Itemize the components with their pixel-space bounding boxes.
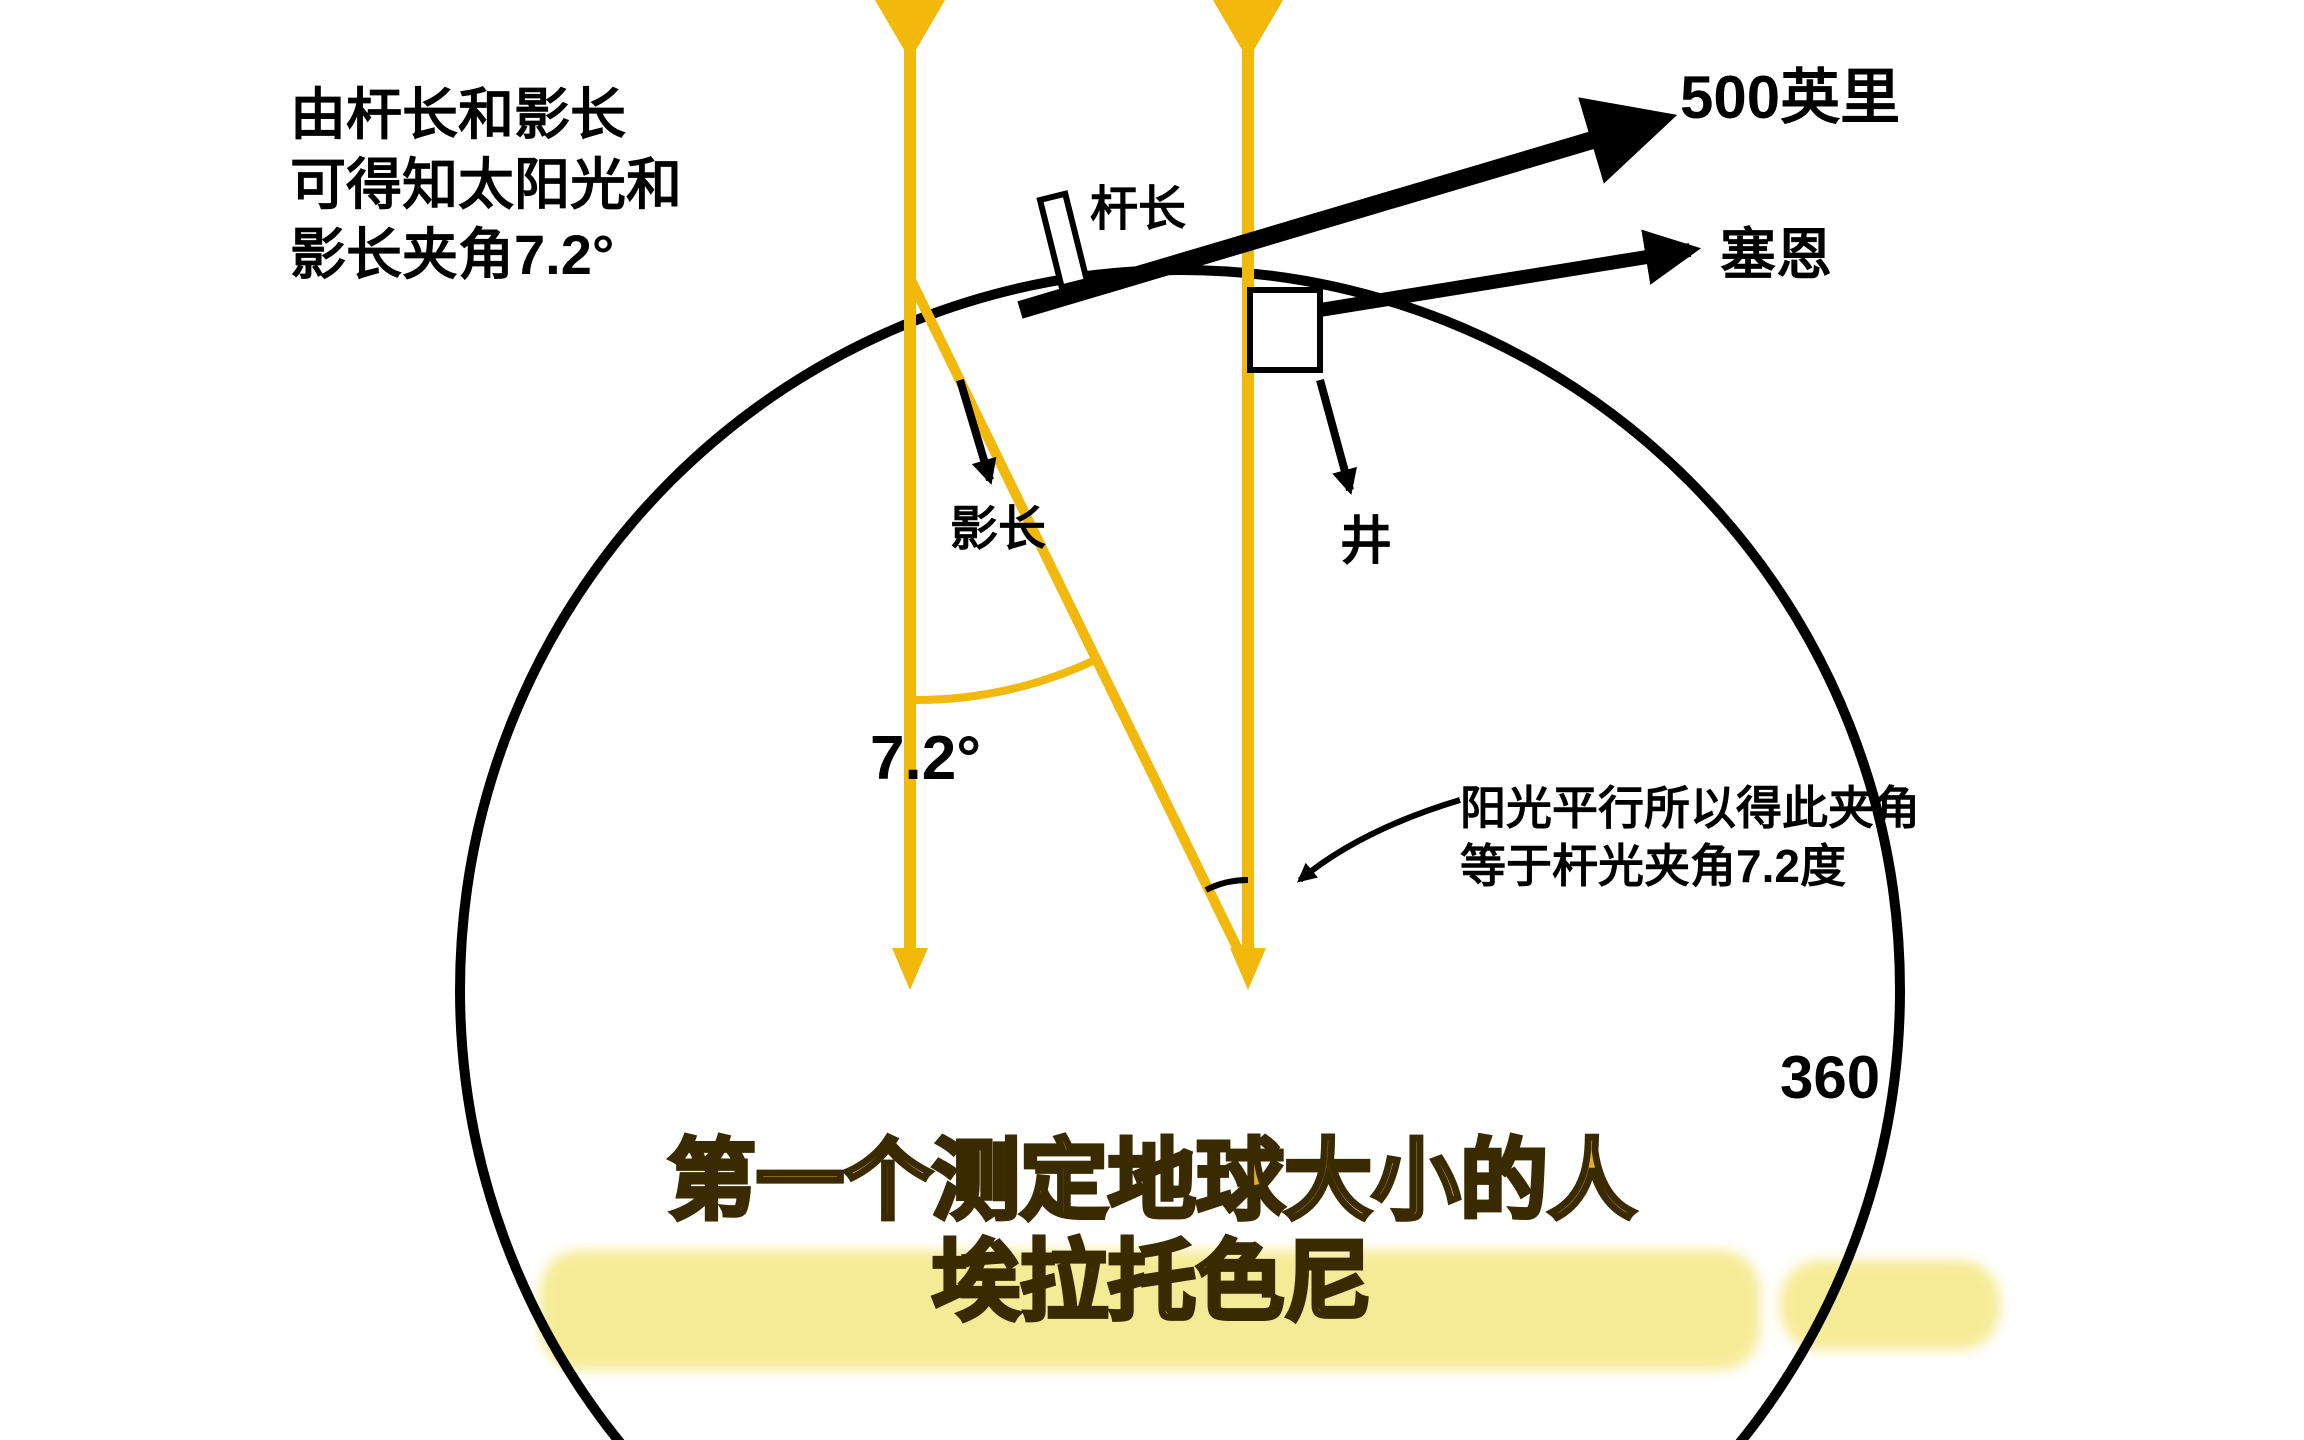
- shadow-label: 影长: [950, 500, 1046, 560]
- well-pointer-arrow: [1320, 380, 1350, 490]
- syene-label: 塞恩: [1720, 220, 1832, 290]
- num-360-label: 360: [1780, 1040, 1880, 1115]
- angle-arc-center: [1206, 880, 1248, 890]
- center-note-arrow: [1300, 800, 1460, 880]
- subtitle-caption: 第一个测定地球大小的人 埃拉托色尼: [0, 1130, 2304, 1332]
- left-note-label: 由杆长和影长 可得知太阳光和 影长夹角7.2°: [290, 80, 682, 290]
- angle-72-label: 7.2°: [870, 720, 981, 798]
- syene-arrow: [1320, 250, 1690, 310]
- pole-icon: [1040, 194, 1087, 288]
- pole-label: 杆长: [1090, 180, 1186, 240]
- subtitle-line1: 第一个测定地球大小的人: [0, 1130, 2304, 1231]
- miles-label: 500英里: [1680, 60, 1900, 135]
- well-icon: [1250, 290, 1320, 370]
- well-label: 井: [1340, 510, 1392, 575]
- sun-rays: [872, 0, 1286, 990]
- angle-arc-top: [910, 660, 1095, 700]
- parallel-note-label: 阳光平行所以得此夹角 等于杆光夹角7.2度: [1460, 780, 1920, 895]
- subtitle-line2: 埃拉托色尼: [0, 1231, 2304, 1332]
